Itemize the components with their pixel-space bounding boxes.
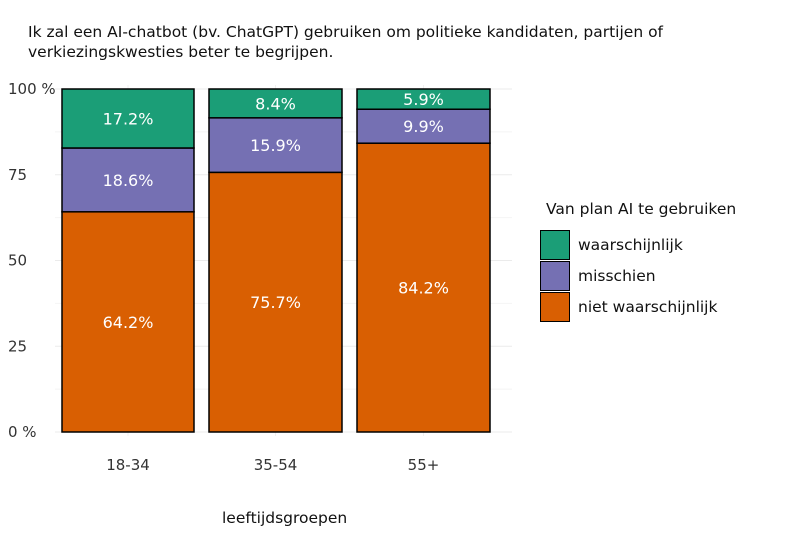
bar-label-niet-waarschijnlijk-18-34: 64.2%: [103, 313, 154, 332]
legend-label-misschien: misschien: [578, 267, 656, 285]
bar-label-niet-waarschijnlijk-55+: 84.2%: [398, 279, 449, 298]
legend-label-niet-waarschijnlijk: niet waarschijnlijk: [578, 298, 718, 316]
y-axis-ticks: 0 % 25 50 75 100 %: [8, 80, 56, 441]
chart-title: Ik zal een AI-chatbot (bv. ChatGPT) gebr…: [28, 22, 748, 62]
legend-item-niet-waarschijnlijk: niet waarschijnlijk: [540, 292, 717, 322]
x-tick-label-18-34: 18-34: [106, 456, 150, 474]
chart-title-line-1: Ik zal een AI-chatbot (bv. ChatGPT) gebr…: [28, 23, 664, 41]
bar-niet-waarschijnlijk-35-54: [208, 171, 343, 433]
bar-niet-waarschijnlijk-55+: [356, 142, 491, 433]
legend-item-misschien: misschien: [540, 261, 656, 291]
x-tick-label-35-54: 35-54: [254, 456, 298, 474]
bar-niet-waarschijnlijk-18-34: [61, 211, 195, 433]
y-tick-label-25: 25: [8, 337, 27, 355]
legend-swatch-misschien: [540, 261, 570, 291]
bar-waarschijnlijk-35-54: [208, 88, 343, 119]
y-tick-label-50: 50: [8, 252, 27, 270]
legend-item-waarschijnlijk: waarschijnlijk: [540, 230, 683, 260]
legend-swatch-waarschijnlijk: [540, 230, 570, 260]
bar-label-misschien-35-54: 15.9%: [250, 136, 301, 155]
bar-label-misschien-18-34: 18.6%: [103, 171, 154, 190]
y-tick-label-100: 100 %: [8, 80, 56, 98]
x-axis-ticks: 18-34 35-54 55+: [106, 456, 439, 474]
bar-label-waarschijnlijk-35-54: 8.4%: [255, 94, 296, 113]
y-tick-label-0: 0 %: [8, 423, 37, 441]
bar-labels: 64.2% 18.6% 17.2% 75.7% 15.9% 8.4% 84.2% 9.9% 5.…: [103, 90, 449, 332]
x-tick-label-55+: 55+: [408, 456, 440, 474]
bar-label-misschien-55+: 9.9%: [403, 117, 444, 136]
bar-label-niet-waarschijnlijk-35-54: 75.7%: [250, 293, 301, 312]
legend-title: Van plan AI te gebruiken: [546, 200, 737, 218]
bars: [61, 88, 491, 433]
legend-swatch-niet-waarschijnlijk: [540, 292, 570, 322]
x-axis-label: leeftijdsgroepen: [222, 509, 348, 527]
bar-label-waarschijnlijk-18-34: 17.2%: [103, 109, 154, 128]
bar-misschien-18-34: [61, 147, 195, 213]
bar-waarschijnlijk-18-34: [61, 88, 195, 149]
bar-label-waarschijnlijk-55+: 5.9%: [403, 90, 444, 109]
chart-title-line-2: verkiezingskwesties beter te begrijpen.: [28, 43, 334, 61]
legend-label-waarschijnlijk: waarschijnlijk: [578, 236, 683, 254]
bar-waarschijnlijk-55+: [356, 88, 491, 110]
y-tick-label-75: 75: [8, 166, 27, 184]
